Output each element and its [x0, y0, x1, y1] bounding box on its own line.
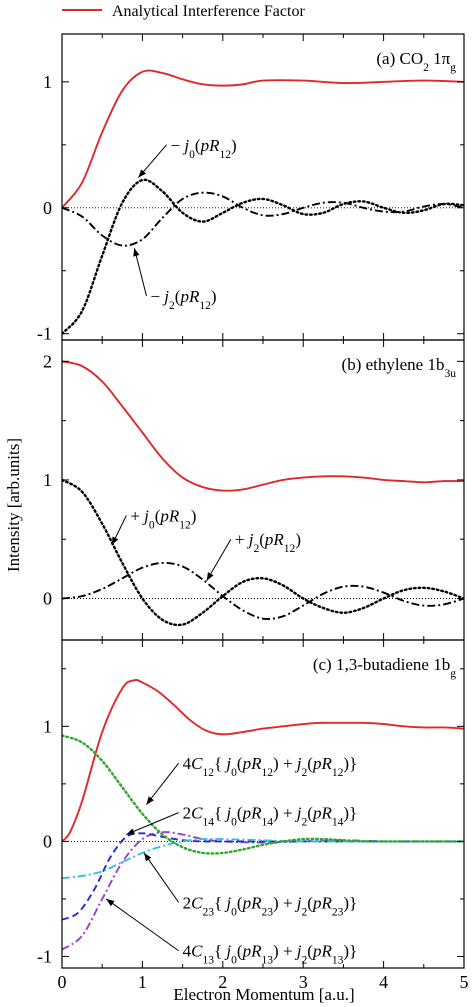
y-tick-label: 2 — [43, 351, 52, 371]
annotation-b-1: + j2(pR12) — [235, 530, 301, 555]
legend-analytical-label: Analytical Interference Factor — [112, 3, 305, 20]
annotation-arrow — [133, 247, 147, 297]
panel-title-c: (c) 1,3-butadiene 1bg — [313, 655, 456, 680]
x-tick-label: 1 — [138, 972, 147, 992]
x-tick-label: 3 — [299, 972, 308, 992]
series-line-a-2 — [62, 191, 464, 247]
annotation-c-0: 4C12{ j0(pR12) + j2(pR12)} — [183, 754, 358, 779]
x-axis-label: Electron Momentum [a.u.] — [173, 985, 354, 1004]
annotation-arrowhead — [111, 536, 119, 546]
top-legend: Analytical Interference Factor — [62, 3, 305, 20]
annotation-arrowhead — [138, 169, 147, 178]
panel-title-a: (a) CO2 1πg — [376, 49, 456, 74]
annotation-a-1: − j2(pR12) — [150, 287, 216, 312]
annotation-c-3: 4C13{ j0(pR13) + j2(pR13)} — [183, 942, 358, 967]
y-tick-label: 0 — [43, 831, 52, 851]
series-line-b-0 — [62, 360, 464, 492]
x-tick-label: 5 — [460, 972, 469, 992]
series-line-c-1 — [62, 831, 464, 951]
annotation-arrow — [146, 762, 179, 805]
annotation-c-2: 2C23{ j0(pR23) + j2(pR23)} — [183, 893, 358, 918]
annotation-arrowhead — [106, 898, 115, 907]
y-tick-label: 0 — [43, 588, 52, 608]
x-tick-label: 2 — [218, 972, 227, 992]
y-tick-label: -1 — [37, 946, 52, 966]
y-tick-label: 0 — [43, 198, 52, 218]
series-line-a-1 — [62, 178, 464, 335]
x-tick-label: 4 — [379, 972, 388, 992]
panel-b: 0 1 2 (b) ethylene 1b3u + j0(pR12) + j2(pR12) — [43, 339, 465, 641]
annotation-arrowhead — [126, 828, 135, 835]
annotation-b-0: + j0(pR12) — [130, 506, 196, 531]
y-tick-label: 1 — [43, 716, 52, 736]
series-line-b-2 — [62, 561, 464, 620]
series-line-c-4 — [62, 734, 464, 855]
annotation-arrow — [126, 812, 179, 835]
series-line-b-1 — [62, 478, 464, 627]
plot-frame-b — [61, 339, 465, 641]
panel-title-b: (b) ethylene 1b3u — [342, 355, 457, 380]
series-line-a-0 — [62, 69, 464, 209]
y-tick-label: 1 — [43, 470, 52, 490]
annotation-arrowhead — [144, 852, 152, 862]
panels: -1 0 1 (a) CO2 1πg − j0(pR12) − j2(pR12) 0 1 2 (b… — [37, 33, 469, 992]
annotation-arrowhead — [133, 248, 140, 257]
y-tick-label: -1 — [37, 324, 52, 344]
y-axis-label: Intensity [arb.units] — [4, 438, 23, 572]
annotation-arrowhead — [206, 572, 214, 581]
series-line-c-0 — [62, 679, 464, 843]
annotation-arrowhead — [146, 796, 154, 805]
annotation-c-1: 2C14{ j0(pR14) + j2(pR14)} — [183, 804, 358, 829]
annotation-arrow — [206, 538, 232, 581]
x-tick-label: 0 — [58, 972, 67, 992]
panel-c: -1 0 1 0 1 2 3 4 5 (c) 1,3-butadiene 1bg 4C12{ j0(… — [37, 639, 469, 992]
annotation-a-0: − j0(pR12) — [171, 136, 237, 161]
annotation-arrow — [105, 898, 179, 952]
panel-a: -1 0 1 (a) CO2 1πg − j0(pR12) − j2(pR12) — [37, 33, 465, 344]
y-tick-label: 1 — [43, 72, 52, 92]
annotation-arrow — [143, 852, 180, 903]
